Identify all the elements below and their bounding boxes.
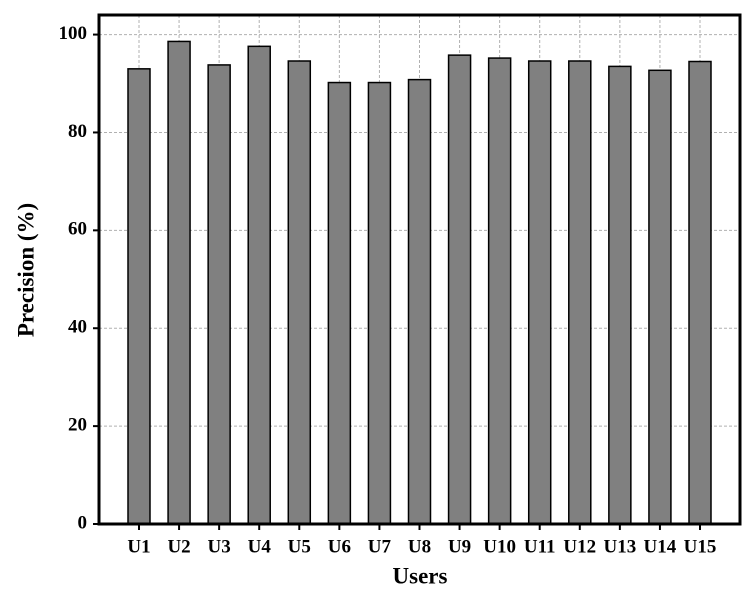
bar [207,64,231,525]
x-tick-label: U7 [368,536,392,557]
bar [327,81,352,525]
x-axis-label: Users [393,563,448,588]
x-tick-label: U4 [248,536,272,557]
x-tick-label: U2 [167,536,190,557]
y-tick-label: 0 [78,512,88,533]
bar [527,60,552,525]
x-tick-label: U6 [328,536,351,557]
bar [648,69,672,525]
y-tick-label: 80 [68,121,87,142]
bar [487,57,512,525]
bar [608,65,632,525]
x-tick-label: U3 [208,536,231,557]
bar [447,54,472,525]
bar [287,60,312,525]
y-tick-label: 60 [68,219,87,240]
y-tick-label: 20 [68,414,87,435]
x-tick-label: U9 [448,536,471,557]
y-axis-label: Precision (%) [13,203,38,337]
bar [127,68,151,525]
bar [367,81,392,525]
y-tick-label: 40 [68,317,87,338]
bar [688,60,712,525]
x-tick-label: U10 [483,536,516,557]
bar [167,40,191,525]
x-tick-label: U15 [684,536,717,557]
x-tick-label: U11 [524,536,556,557]
x-tick-label: U12 [563,536,596,557]
x-tick-label: U14 [644,536,677,557]
x-tick-label: U5 [288,536,311,557]
plot-frame [97,13,742,526]
x-tick-label: U8 [408,536,431,557]
bar [407,78,432,525]
x-tick-label: U1 [127,536,150,557]
bar [568,60,592,525]
bar [247,45,271,525]
y-tick-label: 100 [59,23,88,44]
x-tick-label: U13 [603,536,636,557]
